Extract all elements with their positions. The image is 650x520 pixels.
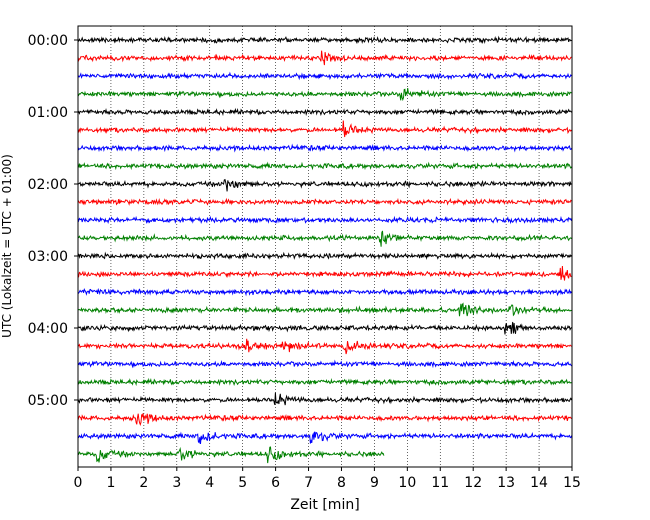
x-axis-ticks: 0 1 2 3 4 5 6 7 8 9 10 11 12 13 14 15 [74,467,581,491]
seismogram-trace [77,35,572,45]
seismogram-trace [77,302,572,317]
seismogram-trace [77,143,572,153]
seismogram-trace [77,251,572,261]
x-axis-label: Zeit [min] [290,497,359,513]
x-tick-label: 4 [205,475,214,491]
seismogram-trace [77,88,572,102]
y-axis-ticks: 00:00 01:00 02:00 03:00 04:00 05:00 [28,33,78,409]
seismogram-trace [77,178,572,192]
seismogram-trace [77,321,572,335]
seismogram-trace [77,230,572,247]
y-tick-label: 00:00 [28,33,68,49]
trace-lines [77,35,572,464]
x-tick-label: 3 [172,475,181,491]
seismogram-trace [77,161,572,171]
seismogram-trace [77,107,572,117]
seismogram-trace [77,197,572,207]
y-tick-label: 03:00 [28,249,68,265]
grid-lines [110,26,540,467]
x-tick-label: 13 [497,475,515,491]
x-tick-label: 2 [139,475,148,491]
x-tick-label: 5 [238,475,247,491]
x-tick-label: 8 [337,475,346,491]
y-tick-label: 04:00 [28,321,68,337]
x-tick-label: 14 [530,475,548,491]
seismogram-trace [77,265,572,281]
y-tick-label: 05:00 [28,393,68,409]
seismogram-trace [77,287,572,297]
x-tick-label: 9 [370,475,379,491]
x-tick-label: 11 [431,475,449,491]
y-tick-label: 02:00 [28,177,68,193]
seismogram-trace [77,413,572,426]
x-tick-label: 7 [304,475,313,491]
seismogram-trace [77,446,385,464]
x-tick-label: 12 [464,475,482,491]
seismogram-trace [77,392,572,406]
seismogram-trace [77,50,572,66]
x-tick-label: 10 [398,475,416,491]
seismogram-trace [77,215,572,225]
y-tick-label: 01:00 [28,105,68,121]
seismogram-trace [77,377,572,387]
x-tick-label: 1 [106,475,115,491]
seismogram-trace [77,431,572,445]
seismogram-trace [77,359,572,369]
seismogram-trace [77,120,572,138]
y-axis-label: UTC (Lokalzeit = UTC + 01:00) [0,154,14,338]
x-tick-label: 0 [74,475,83,491]
plot-frame [77,25,573,468]
seismogram-trace [77,71,572,81]
x-tick-label: 6 [271,475,280,491]
x-tick-label: 15 [563,475,581,491]
seismogram-trace [77,338,572,355]
